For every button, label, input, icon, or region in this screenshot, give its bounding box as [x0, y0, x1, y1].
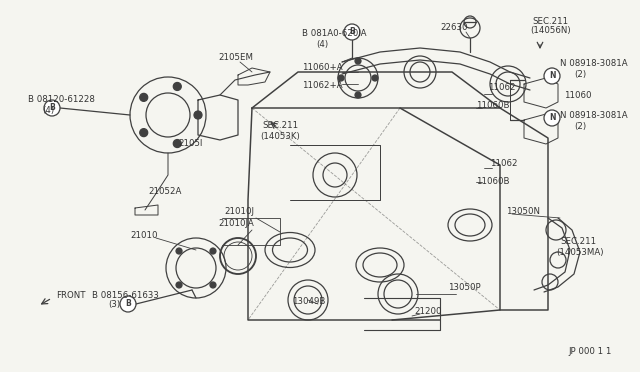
Circle shape [355, 58, 361, 64]
Circle shape [544, 68, 560, 84]
Circle shape [210, 282, 216, 288]
Text: B 08156-61633: B 08156-61633 [92, 291, 159, 299]
Text: FRONT: FRONT [56, 292, 86, 301]
Circle shape [173, 83, 181, 90]
Circle shape [355, 92, 361, 98]
Circle shape [372, 75, 378, 81]
Circle shape [140, 93, 148, 101]
Text: JP 000 1 1: JP 000 1 1 [568, 347, 611, 356]
Circle shape [344, 24, 360, 40]
Text: 11060B: 11060B [476, 102, 509, 110]
Text: 21200: 21200 [414, 308, 442, 317]
Text: (14053MA): (14053MA) [556, 247, 604, 257]
Text: 22630: 22630 [440, 22, 467, 32]
Circle shape [176, 248, 182, 254]
Text: 11062: 11062 [488, 83, 515, 93]
Text: 11062+A: 11062+A [302, 80, 342, 90]
Text: 11060: 11060 [564, 90, 591, 99]
Text: 13050N: 13050N [506, 206, 540, 215]
Text: 11060B: 11060B [476, 177, 509, 186]
Text: B 081A0-620lA: B 081A0-620lA [302, 29, 367, 38]
Text: 13049B: 13049B [292, 298, 325, 307]
Text: 21010J: 21010J [224, 206, 254, 215]
Text: N: N [548, 113, 556, 122]
Text: (14053K): (14053K) [260, 131, 300, 141]
Text: B: B [49, 103, 55, 112]
Circle shape [338, 75, 344, 81]
Text: SEC.211: SEC.211 [532, 16, 568, 26]
Circle shape [140, 129, 148, 137]
Text: 2105l: 2105l [178, 138, 202, 148]
Text: 21052A: 21052A [148, 187, 181, 196]
Text: (2): (2) [574, 122, 586, 131]
Circle shape [210, 248, 216, 254]
Text: 21010JA: 21010JA [218, 218, 253, 228]
Circle shape [120, 296, 136, 312]
Text: SEC.211: SEC.211 [560, 237, 596, 247]
Text: 11060+A: 11060+A [302, 64, 342, 73]
Text: (4): (4) [42, 106, 54, 115]
Text: N 08918-3081A: N 08918-3081A [560, 60, 628, 68]
Text: B 08120-61228: B 08120-61228 [28, 96, 95, 105]
Text: (2): (2) [574, 70, 586, 78]
Text: B: B [125, 299, 131, 308]
Text: (3): (3) [108, 301, 120, 310]
Text: SEC.211: SEC.211 [262, 122, 298, 131]
Text: 13050P: 13050P [448, 283, 481, 292]
Text: (4): (4) [316, 39, 328, 48]
Circle shape [544, 110, 560, 126]
Circle shape [176, 282, 182, 288]
Text: 11062: 11062 [490, 160, 518, 169]
Text: (14056N): (14056N) [530, 26, 571, 35]
Circle shape [173, 140, 181, 148]
Text: N 08918-3081A: N 08918-3081A [560, 112, 628, 121]
Text: 2105EM: 2105EM [218, 52, 253, 61]
Text: 21010: 21010 [130, 231, 157, 240]
Circle shape [44, 100, 60, 116]
Circle shape [194, 111, 202, 119]
Text: B: B [349, 28, 355, 36]
Text: N: N [548, 71, 556, 80]
